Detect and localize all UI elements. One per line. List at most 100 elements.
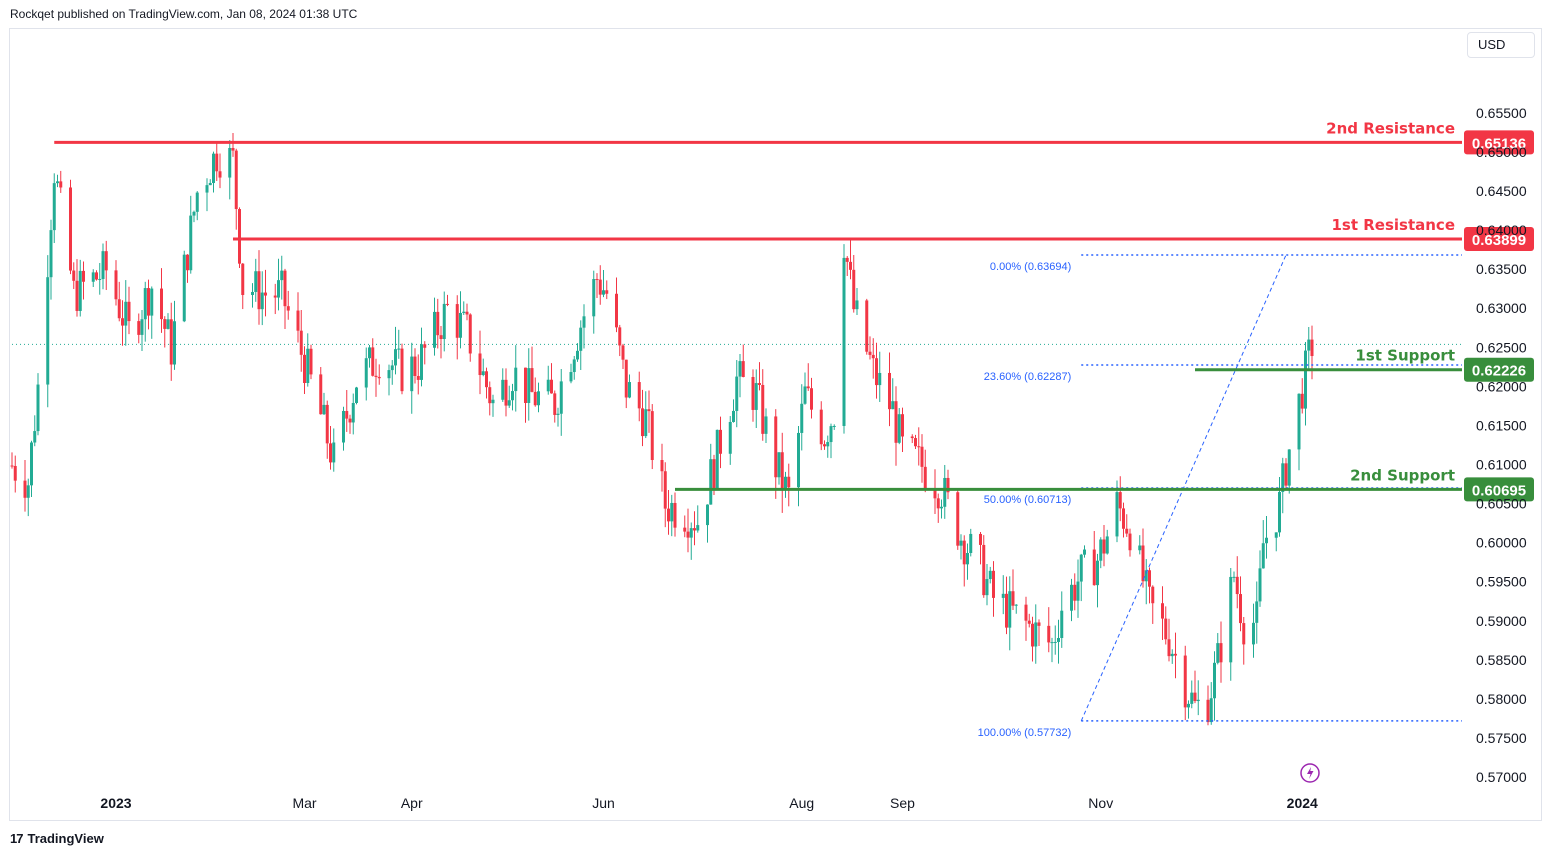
candle-up [556,413,560,415]
price-tag-label: 0.60695 [1472,482,1526,499]
candles-layer [10,133,1314,726]
price-tick-label: 0.58500 [1476,652,1527,668]
candle-down [186,254,189,271]
candle-down [1193,692,1197,702]
candle-up [56,181,59,184]
candle-up [959,540,963,546]
candle-up [150,288,154,316]
candle-up [1274,532,1278,538]
candle-down [59,181,63,188]
candle-down [624,359,628,398]
candle-down [95,272,98,280]
candle-up [251,291,254,295]
time-tick-label: Apr [401,795,423,811]
fib-level-label: 100.00% (0.57732) [978,727,1072,739]
candle-up [332,442,336,463]
candle-down [465,311,469,315]
candle-up [355,387,358,403]
lightning-icon[interactable] [1300,763,1320,783]
candle-down [1235,576,1239,595]
candle-down [13,465,17,481]
candle-down [641,408,644,437]
brand-name: TradingView [27,831,104,846]
candle-down [647,409,651,412]
candle-up [943,477,947,507]
candle-down [309,348,313,375]
candle-down [121,318,124,326]
resistance-name-label: 1st Resistance [1331,216,1455,234]
candle-down [1239,594,1242,624]
candle-down [345,410,349,419]
candle-up [189,215,193,271]
candle-down [533,391,537,406]
candle-down [160,288,163,320]
price-tick-label: 0.64000 [1476,222,1527,238]
currency-button[interactable]: USD [1467,32,1535,58]
candle-down [1174,653,1177,656]
candle-down [660,460,664,472]
candle-up [1050,642,1054,644]
candle-up [33,431,37,443]
candle-up [1307,339,1311,351]
candle-down [618,327,622,346]
candle-up [803,386,807,404]
candle-up [579,327,583,351]
candle-up [1304,350,1307,409]
candle-up [397,348,401,350]
time-tick-label: 2023 [100,795,131,811]
candle-down [693,528,696,531]
candle-down [852,269,856,310]
candle-up [1170,653,1174,657]
candle-down [637,382,641,409]
price-tag [1464,477,1534,502]
candle-down [868,351,872,355]
candle-up [368,347,371,359]
fibonacci-layer: 0.00% (0.63694) 23.60% (0.62287) 50.00% (0… [978,254,1462,739]
candle-up [192,211,196,216]
price-tag-label: 0.63899 [1472,232,1526,249]
candle-down [667,508,670,522]
price-tick-label: 0.63000 [1476,300,1527,316]
candle-down [234,150,238,210]
candle-up [364,358,368,388]
candle-up [30,442,33,486]
candle-down [894,401,898,443]
price-tick-label: 0.57500 [1476,730,1527,746]
candle-up [546,379,550,392]
tradingview-logo-icon: 17 [10,831,24,846]
candle-up [764,416,768,434]
candle-down [10,465,14,467]
candle-up [732,410,735,422]
candle-up [706,504,709,526]
candle-up [394,349,397,366]
candle-down [299,330,303,355]
candle-down [478,353,482,376]
price-tick-label: 0.64500 [1476,183,1527,199]
candle-down [231,148,235,151]
candle-down [849,261,852,270]
candle-down [455,304,459,338]
candle-up [143,288,147,320]
candle-up [592,279,596,317]
candle-down [787,476,791,488]
candle-up [1287,449,1291,486]
candle-up [1079,554,1083,582]
candle-down [917,446,921,448]
time-tick-label: Mar [292,795,316,811]
time-tick-label: Jun [592,795,615,811]
candle-down [1005,593,1008,628]
candle-down [751,377,755,410]
candle-up [511,391,514,401]
candle-up [1014,604,1018,606]
candle-up [855,300,859,310]
candle-up [569,372,573,382]
candle-up [208,183,212,186]
candle-up [735,376,739,411]
candle-up [1008,591,1012,628]
price-tick-label: 0.57000 [1476,769,1527,785]
candle-down [774,416,778,478]
candle-up [98,278,102,280]
candle-up [797,432,800,488]
candle-up [322,404,326,415]
